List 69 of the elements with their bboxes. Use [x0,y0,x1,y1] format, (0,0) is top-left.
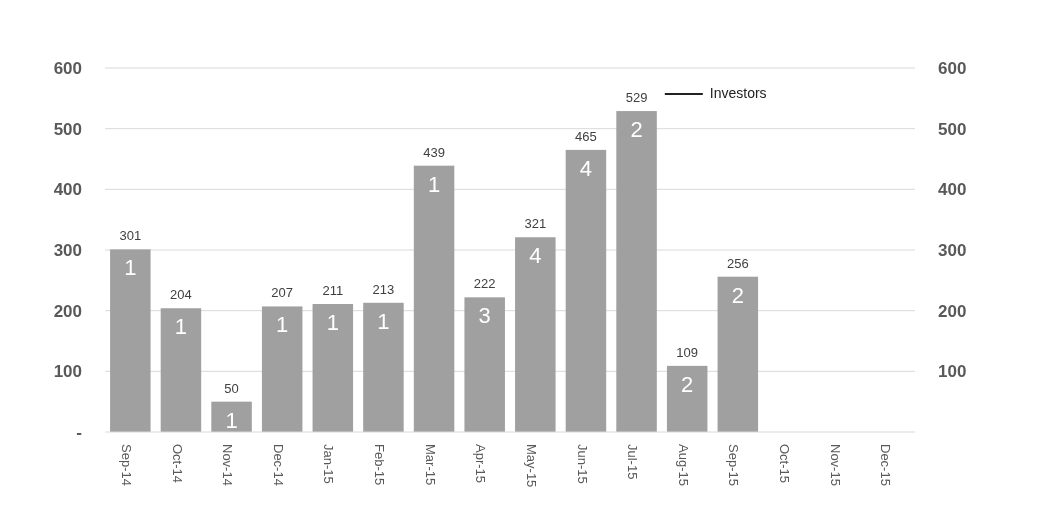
data-label: 465 [575,128,597,144]
x-tick-label: Sep-14 [118,444,134,486]
x-tick-label: Dec-14 [270,444,286,486]
x-tick-label: Feb-15 [372,444,387,486]
annotation: 3 [478,303,491,329]
x-tick-label: Nov-14 [220,444,236,486]
bar [110,249,151,432]
y2-tick-label: 500 [938,119,967,139]
x-tick-label: Apr-15 [473,444,489,484]
bar [160,308,202,432]
data-label: 256 [726,255,749,271]
x-tick-label: Oct-14 [169,444,185,484]
bar [261,306,303,432]
y2-tick-label: 600 [938,58,967,78]
data-label: 529 [625,90,648,106]
annotation: 2 [630,117,643,143]
data-label: 109 [676,344,699,360]
annotation: 1 [124,255,137,281]
y-tick-label: 100 [53,362,82,382]
y2-tick-label: 100 [938,362,967,382]
x-tick-label: Aug-15 [675,444,691,486]
data-label: 301 [119,228,142,244]
y2-tick-label: 400 [938,180,967,200]
bar [666,365,708,432]
y-tick-label: 400 [53,180,82,200]
data-label: 211 [322,282,344,298]
annotation: 1 [174,314,188,340]
y-tick-label: - [76,422,82,442]
x-tick-label: Sep-15 [726,444,742,486]
data-label: 50 [224,380,239,396]
y2-tick-label: 200 [938,301,967,321]
y-tick-label: 500 [53,119,82,139]
annotation: 2 [731,282,744,308]
data-label: 213 [372,281,395,297]
x-tick-label: Oct-15 [777,444,792,484]
bar [363,302,404,432]
y-tick-label: 200 [53,301,82,321]
data-label: 204 [170,287,192,303]
x-tick-label: Mar-15 [422,444,438,486]
annotation: 2 [681,371,694,397]
bar [211,401,252,432]
bar [515,237,556,432]
x-tick-label: Jul-15 [625,444,641,480]
data-label: 321 [524,216,547,232]
annotation: 4 [579,155,593,181]
x-tick-label: Nov-15 [827,444,843,486]
y2-tick-label: 300 [938,240,967,260]
y-tick-label: 600 [53,58,82,78]
bar [565,149,607,432]
data-label: 439 [423,144,445,160]
data-label: 222 [473,276,496,292]
annotation: 1 [427,171,441,197]
x-tick-label: Jun-15 [574,444,590,484]
annotation: Investors [709,84,767,101]
annotation: 4 [529,243,542,269]
annotation: 1 [326,309,339,335]
bar [312,303,354,432]
x-tick-label: Dec-15 [878,444,894,486]
bar [413,165,455,432]
bar [464,297,505,432]
annotation: 1 [225,407,238,433]
x-tick-label: Jan-15 [321,444,337,484]
x-tick-label: May-15 [523,444,539,488]
bar [616,111,657,432]
annotation: 1 [276,312,289,338]
bar [717,276,759,432]
data-label: 207 [271,285,294,301]
annotation: 1 [377,308,390,334]
y-tick-label: 300 [53,240,82,260]
